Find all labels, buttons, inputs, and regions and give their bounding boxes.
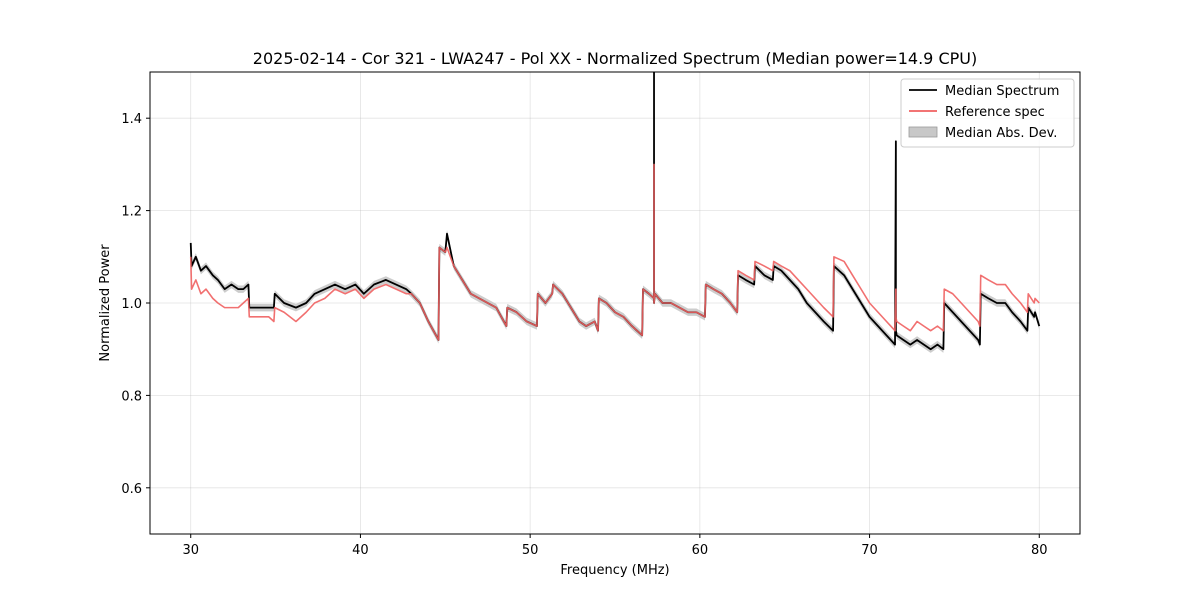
x-axis-label: Frequency (MHz): [560, 563, 669, 578]
legend-mad-swatch: [908, 126, 938, 138]
legend: Median Spectrum Reference spec Median Ab…: [900, 78, 1075, 148]
x-tick-label: 70: [861, 543, 878, 558]
plot-area: [189, 72, 1041, 353]
legend-box: [900, 78, 1075, 148]
y-tick-label: 1.0: [121, 297, 142, 312]
x-tick-label: 80: [1031, 543, 1048, 558]
reference-spec-line: [189, 163, 1040, 341]
y-tick-label: 1.2: [121, 205, 142, 220]
x-tick-label: 60: [692, 543, 709, 558]
legend-reference-label: Reference spec: [945, 105, 1045, 120]
legend-mad-label: Median Abs. Dev.: [945, 126, 1057, 141]
legend-median-label: Median Spectrum: [945, 84, 1059, 99]
y-tick-label: 0.6: [121, 482, 142, 497]
x-tick-label: 40: [352, 543, 369, 558]
series-group: [189, 72, 1041, 353]
y-axis-label: Normalized Power: [98, 244, 113, 362]
chart-title: 2025-02-14 - Cor 321 - LWA247 - Pol XX -…: [253, 49, 977, 68]
y-tick-label: 1.4: [121, 112, 142, 127]
x-tick-label: 30: [182, 543, 199, 558]
x-tick-label: 50: [522, 543, 539, 558]
y-tick-label: 0.8: [121, 389, 142, 404]
ticks: 30 40 50 60 70 80 0.6 0.8 1.0 1.2 1.4: [121, 112, 1047, 558]
